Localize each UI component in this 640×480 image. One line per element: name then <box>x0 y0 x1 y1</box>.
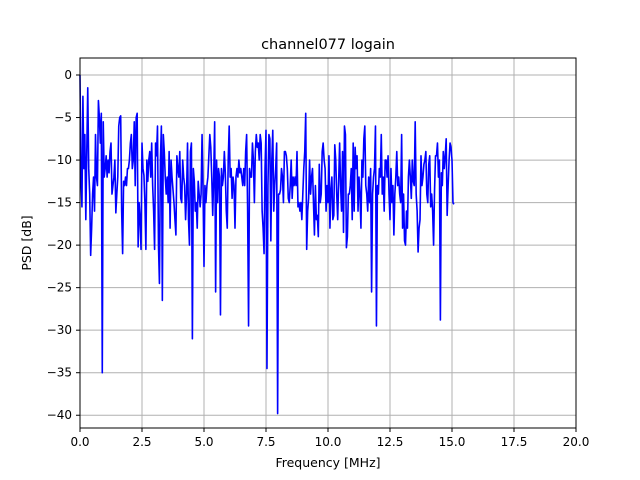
y-tick-label: −15 <box>47 196 72 210</box>
series-layer <box>79 75 455 415</box>
grid-lines <box>79 58 577 428</box>
x-tick-label: 15.0 <box>439 435 466 449</box>
y-tick-label: −25 <box>47 281 72 295</box>
y-tick-label: −30 <box>47 323 72 337</box>
x-tick-label: 0.0 <box>70 435 89 449</box>
y-tick-label: −5 <box>54 111 72 125</box>
axis-ticks: 0.0 2.5 5.0 7.5 10.0 12.5 15.0 17.5 20.0 0 −5 −10 −1… <box>47 68 590 449</box>
chart-title: channel077 logain <box>261 37 395 53</box>
x-tick-label: 2.5 <box>132 435 151 449</box>
y-axis-label: PSD [dB] <box>19 215 34 270</box>
psd-series-line <box>79 75 455 415</box>
x-axis-label: Frequency [MHz] <box>275 455 380 470</box>
x-tick-label: 17.5 <box>501 435 528 449</box>
x-tick-label: 7.5 <box>256 435 275 449</box>
y-tick-label: −20 <box>47 238 72 252</box>
y-tick-label: 0 <box>64 68 72 82</box>
x-tick-label: 10.0 <box>315 435 342 449</box>
y-tick-label: −35 <box>47 366 72 380</box>
x-tick-label: 12.5 <box>377 435 404 449</box>
x-tick-label: 5.0 <box>194 435 213 449</box>
x-tick-label: 20.0 <box>563 435 590 449</box>
y-tick-label: −40 <box>47 408 72 422</box>
y-tick-label: −10 <box>47 153 72 167</box>
